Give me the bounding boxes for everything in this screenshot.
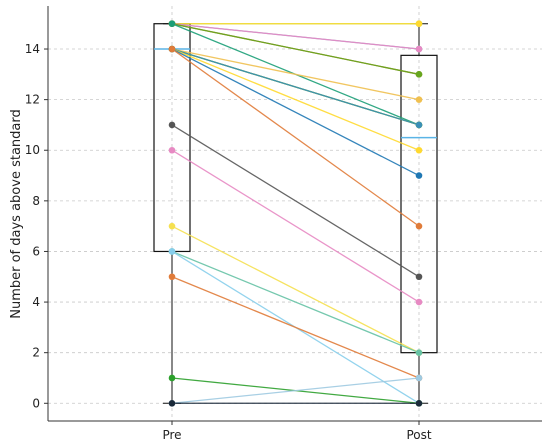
series-points xyxy=(168,20,423,407)
y-tick-label: 12 xyxy=(25,93,40,107)
series-line xyxy=(171,23,420,50)
boxes xyxy=(153,23,438,404)
y-tick-label: 4 xyxy=(32,295,40,309)
series-line xyxy=(171,48,420,126)
point-post xyxy=(415,146,423,154)
y-tick-label: 10 xyxy=(25,143,40,157)
point-pre xyxy=(168,222,176,230)
series-line xyxy=(171,124,420,278)
series-line xyxy=(171,225,420,354)
series-line xyxy=(171,48,420,151)
point-pre xyxy=(168,121,176,129)
point-post xyxy=(415,96,423,103)
series-line xyxy=(171,48,420,177)
y-tick-label: 2 xyxy=(32,346,40,360)
y-tick-label: 0 xyxy=(32,396,40,410)
y-axis-label: Number of days above standard xyxy=(9,109,24,319)
axes xyxy=(47,6,542,422)
y-tick-label: 14 xyxy=(25,42,40,56)
point-post xyxy=(415,172,423,179)
series-line xyxy=(171,23,420,75)
series-lines xyxy=(171,23,420,404)
x-tick-label: Post xyxy=(406,428,431,442)
point-pre xyxy=(168,273,176,281)
x-tick-label: Pre xyxy=(162,428,181,442)
point-post xyxy=(415,349,423,356)
tick-labels: 0 2 4 6 8 10 12 14 Pre Post xyxy=(25,42,432,442)
y-tick-label: 8 xyxy=(32,194,40,208)
point-post xyxy=(415,374,423,382)
gridlines xyxy=(48,6,542,421)
point-post xyxy=(415,121,423,129)
series-line xyxy=(171,48,420,227)
point-pre xyxy=(168,146,176,154)
point-pre xyxy=(168,374,176,382)
point-pre xyxy=(168,248,176,255)
series-line xyxy=(171,149,420,303)
point-post xyxy=(415,71,423,78)
series-line xyxy=(171,276,420,379)
point-post xyxy=(415,399,423,407)
point-post xyxy=(415,20,423,28)
point-post xyxy=(415,298,423,306)
point-pre xyxy=(168,20,176,28)
series-line xyxy=(171,48,420,101)
y-tick-label: 6 xyxy=(32,244,40,258)
point-pre xyxy=(168,399,176,407)
point-pre xyxy=(168,45,176,53)
series-line xyxy=(171,250,420,354)
point-post xyxy=(415,222,423,230)
series-line xyxy=(171,377,420,404)
point-post xyxy=(415,45,423,53)
point-post xyxy=(415,273,423,281)
